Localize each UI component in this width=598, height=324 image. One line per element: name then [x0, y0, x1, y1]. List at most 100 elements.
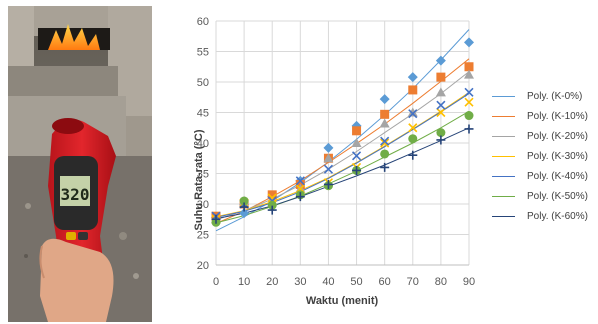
trendline-series-5: [215, 110, 470, 224]
data-point-series-2: [323, 153, 334, 163]
legend-item: Poly. (K-20%): [492, 126, 598, 146]
y-tick-label: 60: [197, 16, 209, 28]
y-tick-label: 20: [197, 260, 209, 272]
data-point-series-5: [380, 149, 390, 159]
data-point-series-4: [351, 151, 362, 161]
data-point-series-6: [352, 165, 362, 175]
legend-item: Poly. (K-40%): [492, 166, 598, 186]
legend-label: Poly. (K-0%): [527, 90, 583, 102]
data-point-series-4: [436, 100, 446, 110]
y-tick-label: 55: [197, 47, 209, 59]
y-tick-label: 45: [197, 108, 209, 120]
legend-item: Poly. (K-60%): [492, 206, 598, 226]
legend-label: Poly. (K-50%): [527, 190, 588, 202]
trendline-series-3: [215, 91, 470, 218]
x-axis-tick-labels: 0 10 20 30 40 50 60 70 80 90: [213, 276, 475, 288]
data-point-series-1: [267, 190, 277, 200]
y-tick-label: 35: [197, 169, 209, 181]
x-tick-label: 0: [213, 276, 219, 288]
legend-label: Poly. (K-40%): [527, 170, 588, 182]
x-tick-label: 60: [379, 276, 391, 288]
legend-label: Poly. (K-20%): [527, 130, 588, 142]
legend-item: Poly. (K-50%): [492, 186, 598, 206]
data-point-series-4: [464, 87, 474, 97]
data-point-series-6: [408, 150, 418, 160]
trendline-series-1: [215, 58, 470, 224]
data-point-series-6: [323, 179, 333, 189]
data-point-series-1: [436, 72, 446, 82]
trendline-series-2: [215, 71, 470, 221]
data-point-series-0: [464, 37, 474, 48]
y-tick-label: 40: [197, 138, 209, 150]
legend-label: Poly. (K-30%): [527, 150, 588, 162]
data-point-series-4: [408, 109, 418, 119]
trendline-series-0: [215, 29, 470, 232]
data-point-series-5: [267, 200, 277, 210]
legend-swatch: [492, 215, 515, 217]
legend-item: Poly. (K-0%): [492, 86, 598, 106]
data-point-series-6: [464, 124, 474, 134]
data-point-series-0: [435, 55, 446, 66]
legend-label: Poly. (K-60%): [527, 210, 588, 222]
x-axis-label: Waktu (menit): [306, 295, 379, 307]
trendline-series-4: [215, 93, 470, 218]
x-tick-label: 80: [435, 276, 447, 288]
data-point-series-5: [239, 196, 249, 206]
y-axis-label: Suhu Rata-rata (°C): [193, 129, 205, 230]
x-tick-label: 50: [350, 276, 362, 288]
data-point-series-3: [436, 107, 446, 118]
data-point-series-6: [239, 202, 249, 212]
chart-trendlines: [215, 29, 470, 232]
data-point-series-2: [407, 107, 418, 117]
data-point-series-5: [436, 128, 446, 138]
data-point-series-0: [407, 72, 418, 83]
data-point-series-6: [295, 192, 305, 202]
data-point-series-0: [379, 94, 390, 105]
legend-swatch: [492, 155, 515, 157]
legend-item: Poly. (K-10%): [492, 106, 598, 126]
x-tick-label: 40: [322, 276, 334, 288]
x-tick-label: 10: [238, 276, 250, 288]
data-point-series-4: [295, 176, 305, 186]
y-axis-tick-labels: 20 25 30 35 40 45 50 55 60: [197, 16, 209, 272]
x-tick-label: 30: [294, 276, 306, 288]
chart-markers: [211, 37, 474, 227]
legend-item: Poly. (K-30%): [492, 146, 598, 166]
y-tick-label: 30: [197, 199, 209, 211]
data-point-series-1: [464, 62, 474, 72]
data-point-series-4: [323, 164, 334, 174]
legend-swatch: [492, 135, 515, 137]
data-point-series-6: [380, 162, 390, 172]
data-point-series-2: [435, 87, 446, 97]
data-point-series-3: [380, 138, 390, 148]
data-point-series-2: [379, 118, 390, 128]
data-point-series-6: [436, 135, 446, 145]
data-point-series-1: [408, 85, 418, 95]
data-point-series-3: [408, 123, 418, 133]
y-tick-label: 25: [197, 230, 209, 242]
data-point-series-3: [267, 193, 277, 203]
thermometer-display: 320: [61, 185, 90, 204]
data-point-series-1: [352, 126, 362, 136]
data-point-series-6: [211, 214, 221, 224]
data-point-series-2: [464, 69, 474, 79]
x-tick-label: 70: [407, 276, 419, 288]
legend-swatch: [492, 115, 515, 117]
data-point-series-1: [380, 109, 390, 119]
legend-label: Poly. (K-10%): [527, 110, 588, 122]
chart-legend: Poly. (K-0%) Poly. (K-10%) Poly. (K-20%) Po…: [492, 86, 598, 226]
x-tick-label: 90: [463, 276, 475, 288]
legend-swatch: [492, 195, 515, 197]
data-point-series-5: [464, 111, 474, 121]
legend-swatch: [492, 95, 515, 97]
data-point-series-3: [464, 97, 474, 107]
data-point-series-4: [380, 136, 390, 146]
data-point-series-2: [351, 138, 362, 147]
chart-gridlines: [215, 20, 470, 266]
data-point-series-0: [239, 208, 250, 219]
data-point-series-0: [323, 142, 334, 153]
y-tick-label: 50: [197, 77, 209, 89]
data-point-series-6: [267, 205, 277, 215]
trendline-series-6: [215, 127, 470, 220]
